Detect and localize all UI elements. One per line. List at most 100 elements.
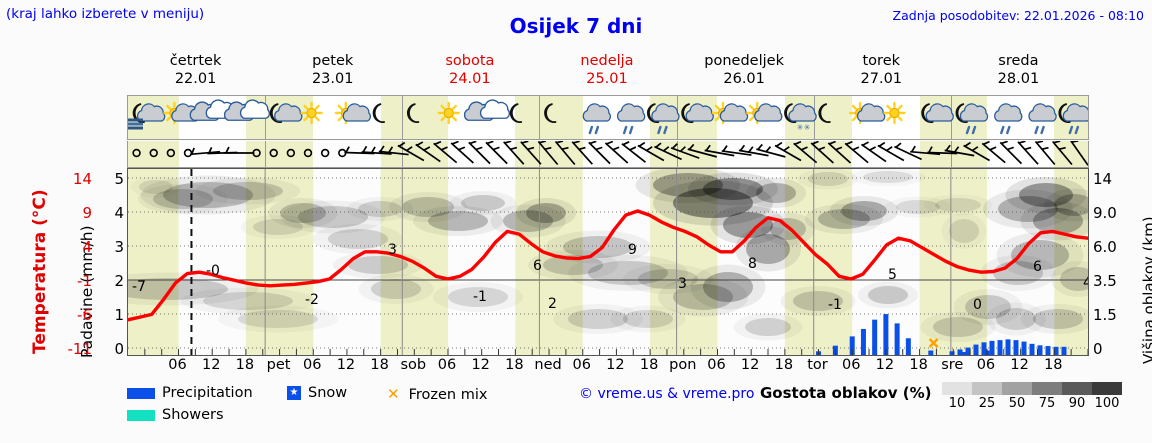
wind-barb-icon (704, 144, 735, 157)
wind-barbs-svg (132, 141, 1088, 166)
day-name: sreda (998, 53, 1039, 69)
legend-precipitation-label: Precipitation (162, 385, 253, 401)
precip-tick: 5 (114, 170, 124, 188)
time-axis: 06 12 18 pet 06 12 18 sob 06 12 18 ned 06 12 18 pon 06 12… (127, 357, 1089, 377)
wind-barb-icon (687, 143, 717, 158)
legend-frozen-mix-label: Frozen mix (408, 387, 488, 403)
weather-icon-moon (509, 103, 523, 123)
time-tick-label: 18 (774, 357, 794, 373)
weather-icon-moon-cloud-snow: ✳ ✳ (784, 103, 817, 132)
wind-barb-icon (604, 141, 629, 164)
density-cell-75 (1032, 382, 1062, 395)
time-tick-label: 06 (976, 357, 996, 373)
time-tick-label: 18 (235, 357, 255, 373)
last-update-label: Zadnja posodobitev: 22.01.2026 - 08:10 (892, 8, 1144, 23)
weather-icon-moon-fog (128, 103, 831, 130)
day-separator (539, 96, 541, 139)
weather-icons-svg: ✳ ✳ (128, 99, 1088, 135)
temperature-value-label: 6 (533, 258, 542, 274)
precip-tick: 3 (114, 238, 124, 256)
temperature-value-label: 2 (548, 296, 557, 312)
wind-barb-icon (827, 141, 852, 164)
day-name: nedelja (580, 53, 634, 69)
precip-tick: 0 (114, 340, 124, 358)
day-column-ponedeljek: ponedeljek 26.01 (676, 52, 813, 88)
weather-icon-moon-cloud (681, 103, 714, 123)
day-column-petek: petek 23.01 (264, 52, 401, 88)
density-cell-10 (942, 382, 972, 395)
copyright-link[interactable]: © vreme.us & vreme.pro (579, 386, 755, 402)
location-menu-note: (kraj lahko izberete v meniju) (6, 6, 205, 22)
wind-barb-icon (361, 145, 392, 155)
day-separator (676, 141, 678, 167)
wind-barb-icon (637, 141, 665, 162)
temperature-value-label: -0 (206, 263, 220, 279)
time-tick-label: 12 (740, 357, 760, 373)
time-tick-label: 12 (201, 357, 221, 373)
weather-icon-cloud-rain (1028, 103, 1057, 135)
time-tick-label: 06 (841, 357, 861, 373)
day-separator (402, 96, 404, 139)
frozen-mix-marker (928, 338, 939, 348)
wind-barb-icon (397, 141, 425, 162)
temperature-value-label: 8 (748, 256, 757, 272)
wind-barb-icon (894, 142, 922, 161)
precip-tick: 4 (114, 204, 124, 222)
day-date: 22.01 (174, 71, 217, 87)
legend-showers-swatch (127, 409, 155, 421)
plot-svg: -7 -0 -2 3 -1 6 2 9 3 8 -1 5 0 6 4 (128, 169, 1088, 355)
temperature-value-label: 9 (628, 242, 637, 258)
time-tick-label: 18 (370, 357, 389, 373)
night-shading (515, 96, 583, 139)
density-level-label: 75 (1038, 396, 1056, 411)
density-level-label: 50 (1008, 396, 1026, 411)
time-tick-label: sob (400, 357, 427, 373)
weather-icon-moon-cloud (921, 103, 954, 123)
precip-tick: 1 (114, 306, 124, 324)
temperature-tick: -11 (67, 340, 93, 358)
wind-calm-icon (183, 148, 193, 158)
wind-barb-icon (654, 142, 682, 161)
day-column-sreda: sreda 28.01 (950, 52, 1087, 88)
time-tick-label: 12 (875, 357, 895, 373)
density-cell-25 (972, 382, 1002, 395)
day-name: petek (312, 53, 354, 69)
weather-icon-sun-cloud (711, 101, 749, 125)
weather-icon-moon-cloud-rain (646, 103, 680, 135)
wind-barb-icon (571, 141, 593, 165)
weather-icon-sun-cloud (334, 101, 371, 125)
wind-barb-icon (554, 141, 576, 166)
day-separator (539, 141, 541, 167)
wind-calm-icon (303, 148, 313, 158)
wind-barb-icon (738, 144, 769, 157)
time-tick-label: pet (266, 357, 291, 373)
wind-barb-icon (981, 141, 1006, 164)
weather-icon-cloud (463, 99, 510, 121)
wind-barb-icon (774, 141, 802, 162)
day-column-četrtek: četrtek 22.01 (127, 52, 264, 88)
wind-barb-icon (468, 141, 491, 165)
weather-icon-cloud-rain (994, 103, 1023, 135)
wind-calm-icon (252, 148, 261, 158)
time-tick-label: 06 (437, 357, 457, 373)
temperature-tick: 14 (72, 170, 92, 188)
wind-barb-icon (520, 141, 542, 165)
cloud-density-scale: 10 25 50 75 90 100 (942, 382, 1132, 412)
density-level-label: 100 (1094, 396, 1120, 411)
day-column-nedelja: nedelja 25.01 (538, 52, 675, 88)
legend-precipitation-swatch (127, 387, 155, 399)
cloud-tick: 6.0 (1093, 238, 1117, 256)
density-cell-90 (1062, 382, 1092, 395)
time-tick-label: pon (669, 357, 697, 373)
wind-barb-icon (433, 141, 458, 164)
legend-area: Precipitation Showers ★ Snow ✕ Frozen mix © vr… (127, 382, 1147, 438)
temperature-value-label: 3 (678, 276, 687, 292)
time-tick-label: 18 (1044, 357, 1063, 373)
wind-barb-icon (721, 145, 752, 156)
cloud-tick: 9.0 (1093, 204, 1117, 222)
wind-barb-icon (1070, 141, 1088, 166)
day-date: 28.01 (997, 71, 1040, 87)
weather-icon-sun (883, 101, 906, 125)
density-cell-100 (1092, 382, 1122, 395)
wind-calm-icon (132, 148, 141, 158)
